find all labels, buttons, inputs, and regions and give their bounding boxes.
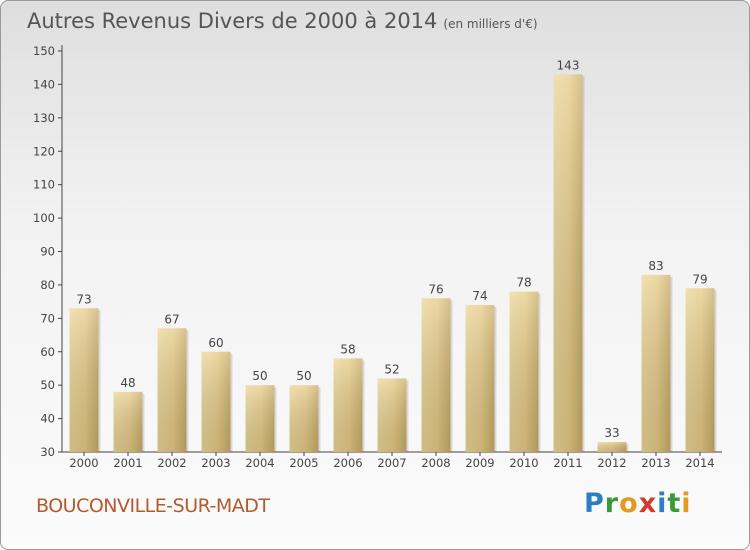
y-tick-label: 130 bbox=[33, 111, 55, 125]
y-tick-label: 70 bbox=[40, 311, 55, 325]
data-label: 143 bbox=[557, 58, 580, 72]
data-label: 60 bbox=[208, 336, 223, 350]
bar[interactable] bbox=[245, 385, 277, 452]
chart-title: Autres Revenus Divers de 2000 à 2014 (en … bbox=[27, 9, 538, 33]
bar[interactable] bbox=[289, 385, 321, 452]
data-label: 76 bbox=[428, 282, 443, 296]
bar[interactable] bbox=[553, 74, 585, 453]
data-label: 52 bbox=[384, 362, 399, 376]
data-label: 73 bbox=[76, 292, 91, 306]
chart-unit: (en milliers d'€) bbox=[443, 17, 538, 31]
logo-letter: x bbox=[638, 488, 658, 519]
data-label: 50 bbox=[296, 369, 311, 383]
bar[interactable] bbox=[509, 291, 541, 452]
data-label: 48 bbox=[120, 376, 135, 390]
x-tick-label: 2010 bbox=[509, 456, 538, 470]
x-tick-label: 2011 bbox=[553, 456, 582, 470]
data-label: 33 bbox=[604, 426, 619, 440]
logo-letter: i bbox=[681, 488, 692, 519]
x-tick-label: 2007 bbox=[377, 456, 406, 470]
bar[interactable] bbox=[113, 391, 145, 452]
logo-letter: o bbox=[619, 488, 639, 519]
bar[interactable] bbox=[685, 288, 717, 452]
x-tick-label: 2005 bbox=[289, 456, 318, 470]
y-tick-label: 60 bbox=[40, 345, 55, 359]
bar[interactable] bbox=[69, 308, 101, 452]
data-label: 74 bbox=[472, 289, 487, 303]
y-tick-label: 120 bbox=[33, 144, 55, 158]
y-tick-label: 50 bbox=[40, 378, 55, 392]
y-tick-label: 140 bbox=[33, 77, 55, 91]
y-tick-label: 150 bbox=[33, 44, 55, 58]
x-tick-label: 2003 bbox=[201, 456, 230, 470]
data-labels: 73 48 67 60 50 50 58 52 76 74 78 143 33 83 79 bbox=[76, 58, 707, 440]
bar[interactable] bbox=[157, 328, 189, 452]
x-tick-label: 2000 bbox=[69, 456, 98, 470]
proxiti-logo[interactable]: Proxiti bbox=[584, 488, 692, 519]
bar[interactable] bbox=[201, 351, 233, 452]
data-label: 83 bbox=[648, 259, 663, 273]
x-tick-label: 2004 bbox=[245, 456, 274, 470]
x-tick-label: 2009 bbox=[465, 456, 494, 470]
y-tick-label: 40 bbox=[40, 412, 55, 426]
x-tick-label: 2006 bbox=[333, 456, 362, 470]
x-tick-label: 2001 bbox=[113, 456, 142, 470]
y-tick-label: 80 bbox=[40, 278, 55, 292]
bars bbox=[69, 74, 717, 453]
bar-chart: 30 40 50 60 70 80 90 100 110 120 130 140 150 2000 2001… bbox=[33, 44, 722, 470]
logo-letter: i bbox=[657, 488, 668, 519]
data-label: 50 bbox=[252, 369, 267, 383]
bar[interactable] bbox=[597, 441, 629, 452]
x-tick-label: 2012 bbox=[597, 456, 626, 470]
chart-title-text: Autres Revenus Divers de 2000 à 2014 bbox=[27, 9, 438, 33]
x-tick-label: 2013 bbox=[641, 456, 670, 470]
data-label: 78 bbox=[516, 276, 531, 290]
commune-name: BOUCONVILLE-SUR-MADT bbox=[36, 495, 270, 517]
logo-letter: r bbox=[604, 488, 620, 519]
bar[interactable] bbox=[641, 274, 673, 452]
data-label: 67 bbox=[164, 312, 179, 326]
y-tick-label: 110 bbox=[33, 178, 55, 192]
bar[interactable] bbox=[333, 358, 365, 452]
bar[interactable] bbox=[465, 304, 497, 452]
data-label: 58 bbox=[340, 342, 355, 356]
y-tick-label: 100 bbox=[33, 211, 55, 225]
x-tick-label: 2008 bbox=[421, 456, 450, 470]
logo-letter: t bbox=[667, 488, 682, 519]
bar[interactable] bbox=[421, 298, 453, 452]
axes: 30 40 50 60 70 80 90 100 110 120 130 140 150 2000 2001… bbox=[33, 44, 722, 470]
x-tick-label: 2014 bbox=[685, 456, 714, 470]
y-tick-label: 30 bbox=[40, 445, 55, 459]
bar[interactable] bbox=[377, 378, 409, 452]
data-label: 79 bbox=[692, 272, 707, 286]
y-tick-label: 90 bbox=[40, 245, 55, 259]
x-tick-label: 2002 bbox=[157, 456, 186, 470]
logo-letter: P bbox=[584, 488, 605, 519]
